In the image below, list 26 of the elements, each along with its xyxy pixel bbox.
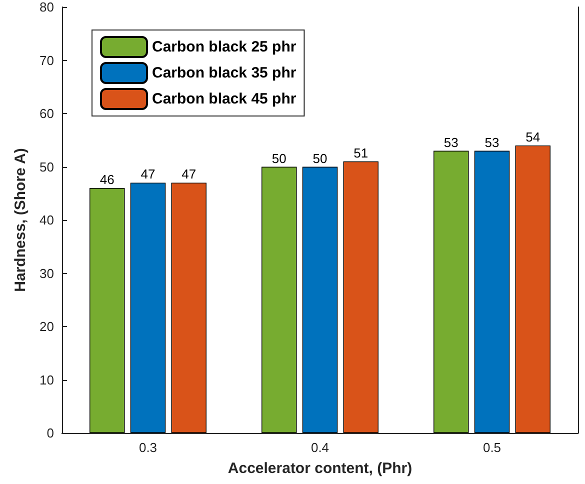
y-axis-title: Hardness, (Shore A)	[12, 148, 29, 292]
data-label: 50	[272, 150, 286, 166]
data-label: 50	[312, 150, 328, 166]
x-tick-label: 0.5	[482, 440, 502, 455]
data-label: 47	[140, 166, 156, 182]
data-label: 46	[100, 172, 114, 188]
y-tick-label: 80	[40, 0, 54, 14]
y-tick-label: 70	[40, 52, 54, 68]
y-tick-label: 60	[40, 106, 54, 121]
data-label: 51	[354, 145, 368, 160]
data-label: 53	[484, 134, 500, 150]
x-tick-label: 0.3	[138, 440, 158, 455]
y-tick-label: 40	[40, 212, 54, 228]
x-tick-label: 0.4	[310, 440, 330, 455]
y-tick-label: 50	[40, 159, 54, 174]
y-tick-label: 20	[40, 319, 54, 334]
legend-label: Carbon black 35 phr	[152, 64, 296, 82]
legend-label: Carbon black 45 phr	[152, 90, 296, 108]
legend-label: Carbon black 25 phr	[152, 38, 296, 56]
y-tick-label: 10	[40, 372, 54, 388]
y-tick-label: 0	[46, 426, 54, 440]
x-axis-title: Accelerator content, (Phr)	[228, 460, 412, 477]
data-label: 53	[444, 134, 458, 150]
data-label: 54	[526, 129, 540, 144]
y-tick-label: 30	[40, 266, 54, 281]
data-label: 47	[182, 166, 196, 182]
